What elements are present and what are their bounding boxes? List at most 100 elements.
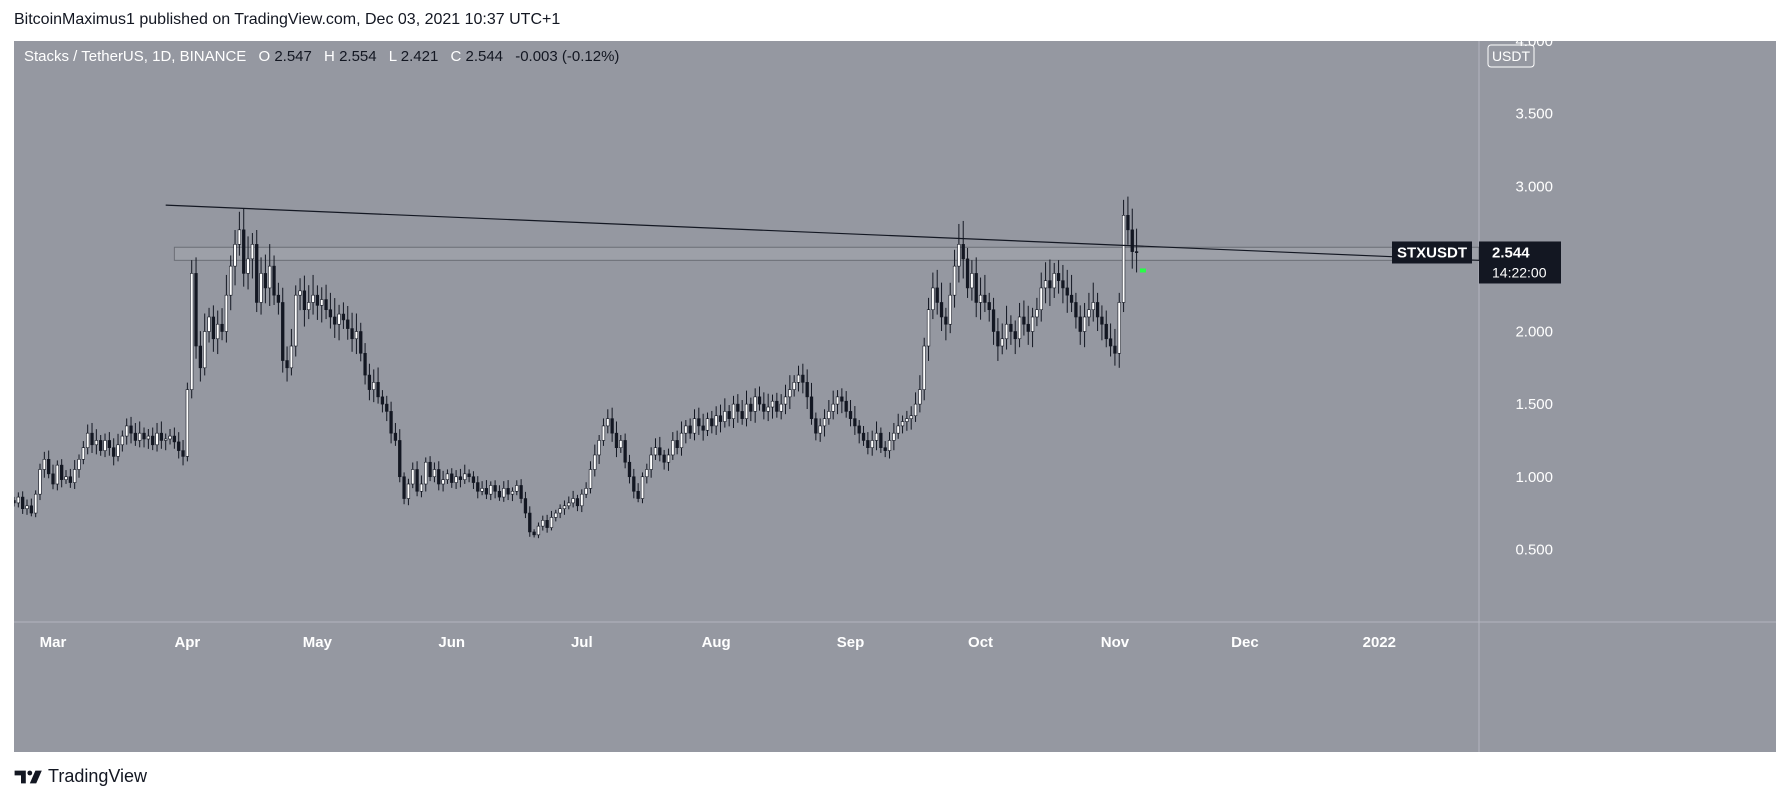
candle (567, 496, 571, 510)
candle (692, 409, 697, 441)
candle (818, 418, 822, 442)
currency-badge[interactable]: USDT (1487, 44, 1535, 68)
candle (471, 471, 476, 489)
price-tag-bg (1479, 241, 1561, 284)
candle (978, 277, 983, 320)
candle (1030, 307, 1035, 348)
candle (294, 285, 298, 357)
candle (528, 506, 532, 537)
candle (1078, 305, 1082, 345)
x-tick-label: Mar (40, 634, 67, 651)
candle (1061, 264, 1065, 304)
candle (662, 449, 666, 470)
candle (939, 282, 944, 332)
candle (697, 407, 701, 435)
candle (99, 434, 103, 456)
candle (454, 470, 458, 489)
candle (458, 468, 463, 488)
candle (328, 292, 333, 329)
candle (263, 254, 268, 304)
last-price-label: 2.544 (1492, 244, 1530, 261)
candle (701, 413, 705, 441)
x-tick-label: Jul (571, 634, 593, 651)
x-tick-label: Aug (702, 634, 731, 651)
candle (367, 363, 372, 401)
candle (809, 382, 814, 425)
candle (896, 413, 900, 439)
y-tick-label: 2.000 (1515, 324, 1553, 341)
legend-low-value: 2.421 (401, 48, 439, 65)
candle (393, 422, 398, 446)
candle (146, 429, 151, 449)
candle (424, 457, 428, 492)
candle (233, 229, 237, 286)
x-tick-label: Nov (1101, 634, 1130, 651)
candle (502, 481, 506, 502)
candle (727, 405, 731, 427)
candle (1117, 292, 1121, 368)
candle (762, 392, 766, 420)
candle (1121, 199, 1126, 313)
svg-text:Stacks / TetherUS, 1D, BINANCE: Stacks / TetherUS, 1D, BINANCE O 2.547 H… (24, 48, 619, 65)
candle (1009, 315, 1013, 345)
candle (14, 496, 16, 507)
candle (740, 400, 744, 425)
candle (107, 432, 111, 456)
candle (445, 469, 450, 484)
candle (363, 343, 367, 385)
candle (73, 460, 77, 489)
candle (861, 425, 866, 446)
legend-symbol: Stacks / TetherUS, 1D, BINANCE (24, 48, 246, 65)
candle (159, 421, 164, 449)
candle (523, 491, 528, 519)
candle (311, 274, 315, 315)
candle (675, 430, 679, 455)
current-bar-marker (1139, 268, 1146, 273)
candle (21, 491, 25, 514)
candle (255, 229, 259, 313)
candle (125, 418, 129, 445)
candle (16, 492, 20, 508)
candle (1095, 292, 1100, 332)
candle (51, 464, 55, 490)
candle (302, 275, 307, 327)
candle (90, 422, 94, 453)
footer-brand[interactable]: TradingView (14, 766, 147, 787)
candle (476, 476, 480, 499)
candle (653, 438, 658, 460)
candle (86, 424, 90, 455)
candle (359, 322, 363, 362)
candle (1000, 323, 1004, 355)
candle (337, 304, 341, 341)
descending-trendline[interactable] (165, 204, 1480, 261)
price-chart[interactable]: 4.0003.5003.0002.5002.0001.5001.0000.500… (14, 41, 1776, 752)
candle (593, 444, 597, 477)
candle (341, 302, 346, 329)
legend-close-value: 2.544 (465, 48, 503, 65)
candle (957, 223, 961, 283)
candle (814, 412, 818, 441)
candle (796, 365, 801, 392)
candle (1056, 260, 1061, 294)
legend-high-label: H (324, 48, 335, 65)
candle (1130, 208, 1134, 269)
candle (320, 287, 324, 323)
candle (792, 375, 796, 397)
candle (991, 297, 996, 345)
candle (536, 522, 541, 539)
x-tick-label: Dec (1231, 634, 1259, 651)
candle (627, 454, 632, 484)
candle (415, 461, 419, 497)
candle (467, 469, 471, 483)
candle (34, 490, 38, 518)
y-tick-label: 3.500 (1515, 106, 1553, 123)
candle (541, 515, 545, 531)
candle (38, 463, 42, 501)
legend-change: -0.003 (-0.12%) (515, 48, 619, 65)
candle (307, 285, 311, 320)
candle (164, 433, 168, 451)
x-tick-label: 2022 (1363, 634, 1396, 651)
candle (207, 307, 211, 343)
candle (710, 410, 714, 434)
candle (120, 430, 125, 452)
